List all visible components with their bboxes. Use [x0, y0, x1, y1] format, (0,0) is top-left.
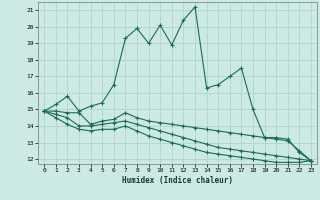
X-axis label: Humidex (Indice chaleur): Humidex (Indice chaleur): [122, 176, 233, 185]
